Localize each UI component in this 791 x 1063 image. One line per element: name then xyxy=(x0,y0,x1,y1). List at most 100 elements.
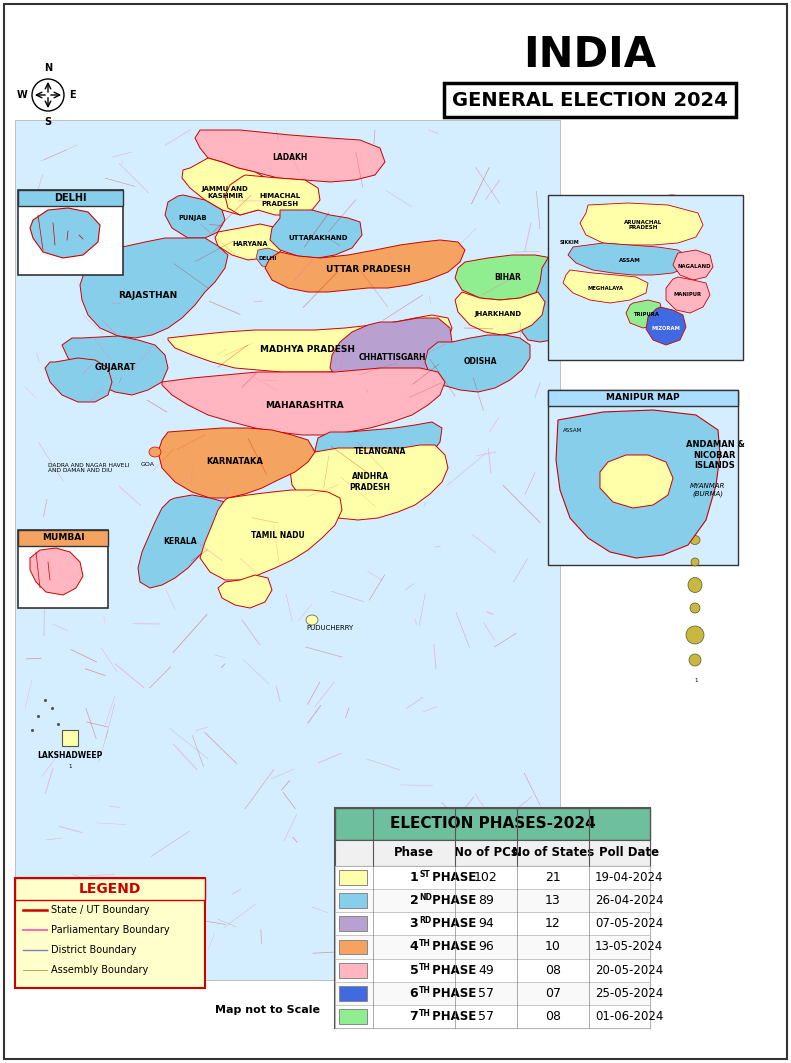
Text: 1: 1 xyxy=(410,871,418,884)
Polygon shape xyxy=(635,316,668,342)
Text: 08: 08 xyxy=(545,1010,561,1023)
Polygon shape xyxy=(455,292,545,335)
Bar xyxy=(335,1005,650,1028)
Text: 08: 08 xyxy=(545,964,561,977)
Text: ODISHA: ODISHA xyxy=(464,357,497,367)
Polygon shape xyxy=(168,315,452,372)
Text: MIZORAM: MIZORAM xyxy=(652,325,680,331)
Ellipse shape xyxy=(687,421,703,439)
Text: Assembly Boundary: Assembly Boundary xyxy=(51,965,148,975)
Text: MIZORAM: MIZORAM xyxy=(664,322,696,327)
Bar xyxy=(62,730,78,746)
Text: HARYANA: HARYANA xyxy=(233,241,267,247)
Text: GUJARAT: GUJARAT xyxy=(94,364,136,372)
Text: ARUNACHAL
PRADESH: ARUNACHAL PRADESH xyxy=(624,220,662,231)
Polygon shape xyxy=(672,244,728,279)
Text: MAHARASHTRA: MAHARASHTRA xyxy=(266,401,344,409)
Polygon shape xyxy=(425,335,530,392)
Text: JHARKHAND: JHARKHAND xyxy=(475,311,521,317)
Bar xyxy=(339,871,367,885)
Polygon shape xyxy=(580,203,703,244)
Text: MANIPUR MAP: MANIPUR MAP xyxy=(606,393,679,403)
Text: UTTAR PRADESH: UTTAR PRADESH xyxy=(326,266,411,274)
Text: ANDAMAN &
NICOBAR
ISLANDS: ANDAMAN & NICOBAR ISLANDS xyxy=(686,440,744,470)
Text: LADAKH: LADAKH xyxy=(272,153,308,163)
Polygon shape xyxy=(182,158,278,215)
Ellipse shape xyxy=(690,497,700,506)
Bar xyxy=(18,190,123,275)
Text: SIKKIM: SIKKIM xyxy=(560,240,580,246)
Text: S: S xyxy=(44,117,51,126)
Bar xyxy=(335,912,650,935)
Bar xyxy=(335,808,650,1028)
Text: TH: TH xyxy=(419,985,431,995)
Text: PHASE: PHASE xyxy=(428,917,476,930)
Text: TRIPURA: TRIPURA xyxy=(633,313,659,318)
Bar xyxy=(548,195,743,360)
Text: LAKSHADWEEP: LAKSHADWEEP xyxy=(37,752,103,760)
Polygon shape xyxy=(200,490,342,580)
Text: Phase: Phase xyxy=(394,846,434,860)
Bar xyxy=(335,808,650,840)
Text: 5: 5 xyxy=(410,964,418,977)
Text: TH: TH xyxy=(419,1009,431,1018)
Text: State / UT Boundary: State / UT Boundary xyxy=(51,905,149,915)
Text: ND: ND xyxy=(419,893,432,902)
Text: UTTARAKHAND: UTTARAKHAND xyxy=(288,235,348,241)
Text: 19-04-2024: 19-04-2024 xyxy=(595,871,663,884)
Bar xyxy=(548,390,738,566)
Bar xyxy=(339,893,367,908)
Text: ANDHRA
PRADESH: ANDHRA PRADESH xyxy=(350,472,391,492)
Text: DADRA AND NAGAR HAVELI
AND DAMAN AND DIU: DADRA AND NAGAR HAVELI AND DAMAN AND DIU xyxy=(48,462,130,473)
Polygon shape xyxy=(668,275,720,315)
Bar xyxy=(335,959,650,982)
Text: WEST
BENGAL: WEST BENGAL xyxy=(552,293,584,306)
Text: ST: ST xyxy=(419,871,430,879)
Text: Poll Date: Poll Date xyxy=(599,846,659,860)
Bar xyxy=(548,390,738,406)
Text: GENERAL ELECTION 2024: GENERAL ELECTION 2024 xyxy=(452,90,728,109)
Polygon shape xyxy=(598,195,730,248)
Ellipse shape xyxy=(688,473,702,483)
Text: 25-05-2024: 25-05-2024 xyxy=(595,986,663,1000)
Text: 21: 21 xyxy=(545,871,561,884)
Polygon shape xyxy=(556,410,720,558)
Polygon shape xyxy=(45,358,112,402)
Text: BIHAR: BIHAR xyxy=(494,273,521,283)
Text: 89: 89 xyxy=(478,894,494,907)
Polygon shape xyxy=(455,255,558,300)
Text: MUMBAI: MUMBAI xyxy=(42,534,85,542)
Bar xyxy=(15,878,205,900)
Polygon shape xyxy=(592,255,688,302)
Text: PUNJAB: PUNJAB xyxy=(179,215,207,221)
Text: 57: 57 xyxy=(478,986,494,1000)
Text: TAMIL NADU: TAMIL NADU xyxy=(251,530,305,540)
Text: No of States: No of States xyxy=(512,846,594,860)
Text: INDIA: INDIA xyxy=(524,34,657,75)
Text: PHASE: PHASE xyxy=(428,1010,476,1023)
Polygon shape xyxy=(588,288,668,322)
Polygon shape xyxy=(256,248,280,268)
Text: 10: 10 xyxy=(545,941,561,954)
Polygon shape xyxy=(600,455,673,508)
Text: CHHATTISGARH: CHHATTISGARH xyxy=(358,354,426,362)
Text: NAGALAND: NAGALAND xyxy=(677,265,711,270)
Text: PHASE: PHASE xyxy=(428,894,476,907)
Ellipse shape xyxy=(306,615,318,625)
Bar xyxy=(339,963,367,978)
Text: 26-04-2024: 26-04-2024 xyxy=(595,894,663,907)
Polygon shape xyxy=(522,255,612,342)
Text: District Boundary: District Boundary xyxy=(51,945,137,955)
Text: MANIPUR: MANIPUR xyxy=(677,292,711,298)
Polygon shape xyxy=(626,300,663,328)
Ellipse shape xyxy=(690,603,700,613)
Text: ASSAM: ASSAM xyxy=(619,258,641,264)
Bar xyxy=(339,1009,367,1024)
Text: W: W xyxy=(17,90,27,100)
Text: 6: 6 xyxy=(410,986,418,1000)
Text: MYANMAR
(BURMA): MYANMAR (BURMA) xyxy=(691,484,725,496)
Text: E: E xyxy=(69,90,76,100)
Text: Map not to Scale: Map not to Scale xyxy=(215,1005,320,1015)
Polygon shape xyxy=(646,307,686,345)
Text: 2: 2 xyxy=(410,894,418,907)
